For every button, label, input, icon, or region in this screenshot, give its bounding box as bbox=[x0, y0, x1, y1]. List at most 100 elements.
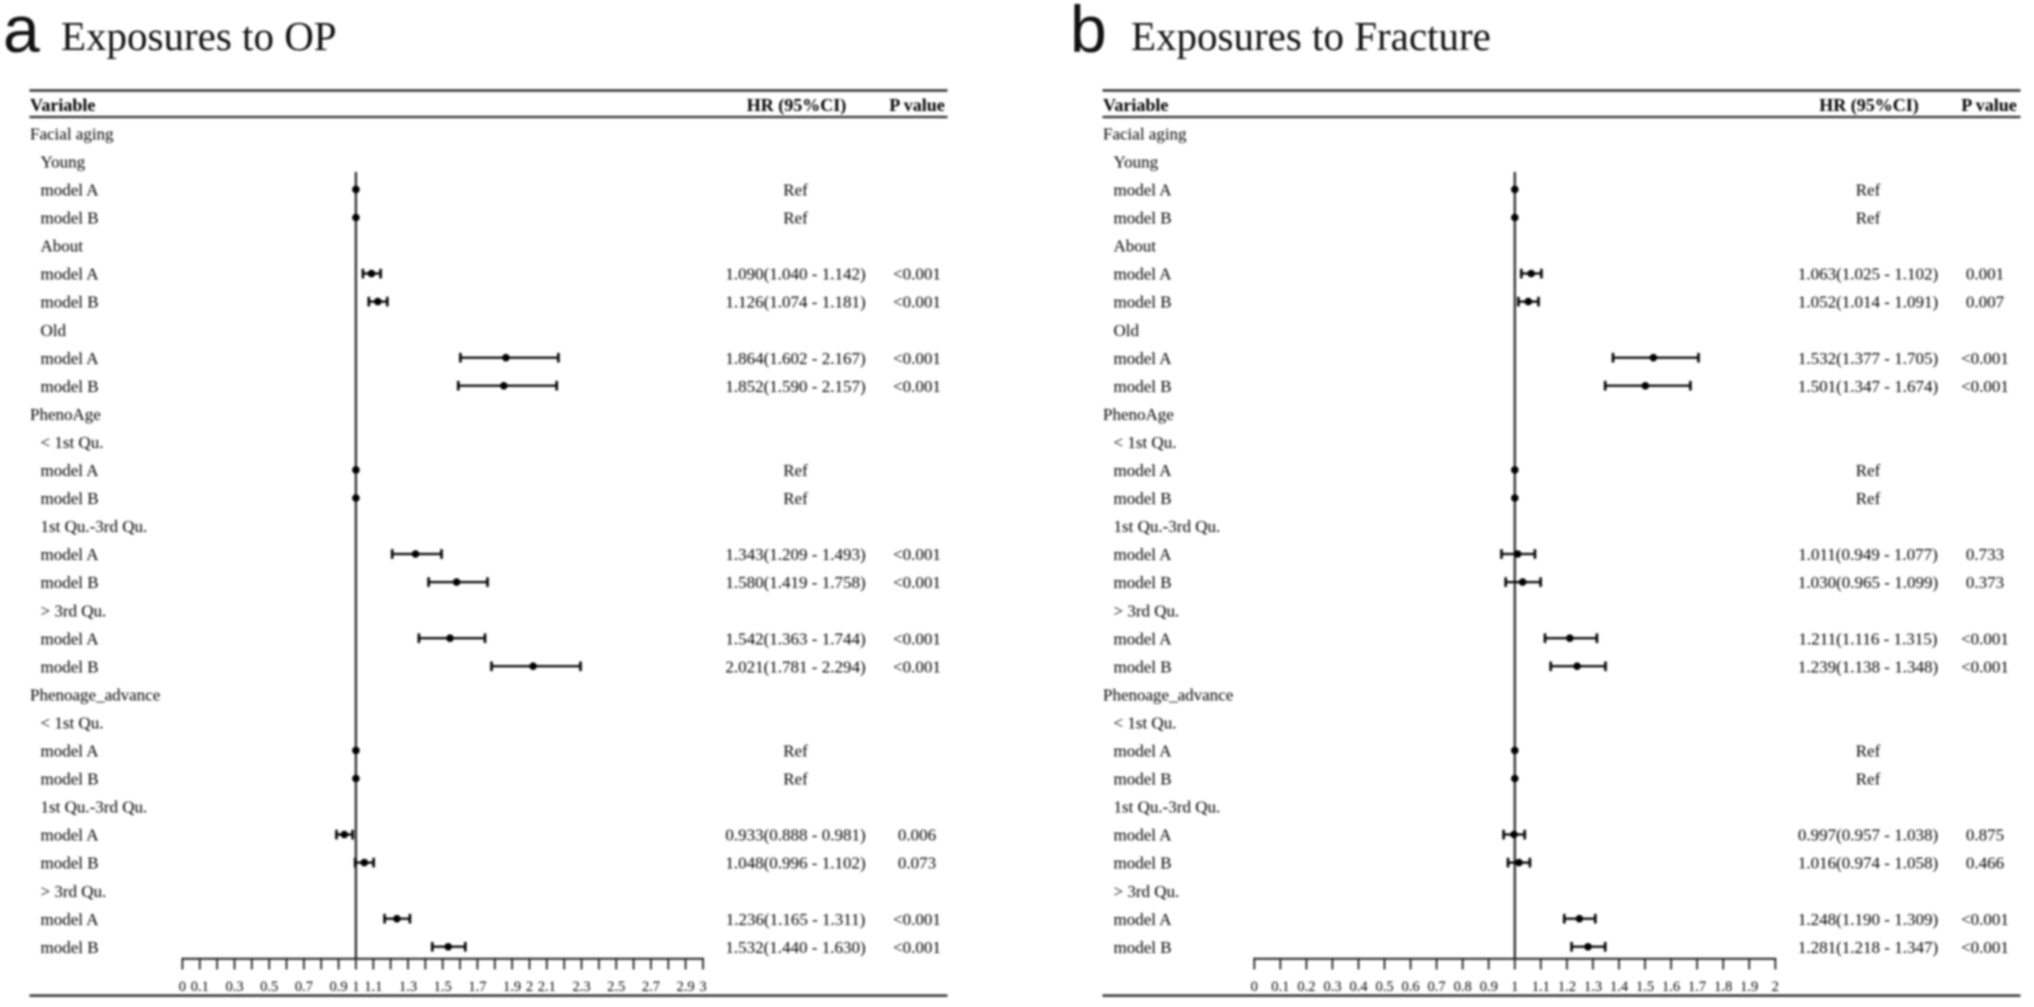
svg-text:< 1st Qu.: < 1st Qu. bbox=[1114, 433, 1177, 452]
svg-text:model A: model A bbox=[1114, 629, 1173, 648]
svg-text:> 3rd Qu.: > 3rd Qu. bbox=[41, 601, 107, 620]
svg-text:<0.001: <0.001 bbox=[893, 629, 941, 648]
svg-text:1.580(1.419 - 1.758): 1.580(1.419 - 1.758) bbox=[725, 573, 865, 592]
svg-text:Exposures to OP: Exposures to OP bbox=[61, 13, 337, 59]
svg-text:0.733: 0.733 bbox=[1966, 545, 2004, 564]
svg-text:1.030(0.965 - 1.099): 1.030(0.965 - 1.099) bbox=[1798, 573, 1938, 592]
svg-text:0.3: 0.3 bbox=[225, 979, 243, 995]
svg-text:> 3rd Qu.: > 3rd Qu. bbox=[1114, 882, 1180, 901]
svg-text:<0.001: <0.001 bbox=[893, 349, 941, 368]
svg-text:1.211(1.116 - 1.315): 1.211(1.116 - 1.315) bbox=[1799, 629, 1938, 648]
svg-text:<0.001: <0.001 bbox=[1961, 938, 2009, 957]
svg-text:Ref: Ref bbox=[783, 209, 808, 228]
svg-text:<0.001: <0.001 bbox=[893, 910, 941, 929]
svg-text:<0.001: <0.001 bbox=[1961, 377, 2009, 396]
svg-text:0.006: 0.006 bbox=[898, 826, 936, 845]
svg-text:2.5: 2.5 bbox=[607, 979, 625, 995]
svg-text:1st Qu.-3rd Qu.: 1st Qu.-3rd Qu. bbox=[1114, 517, 1221, 536]
svg-text:Exposures to Fracture: Exposures to Fracture bbox=[1131, 13, 1491, 59]
svg-text:1.239(1.138 - 1.348): 1.239(1.138 - 1.348) bbox=[1798, 657, 1938, 676]
svg-text:0.3: 0.3 bbox=[1323, 979, 1341, 995]
svg-text:About: About bbox=[41, 237, 84, 256]
svg-text:model B: model B bbox=[41, 657, 99, 676]
svg-text:1.1: 1.1 bbox=[364, 979, 382, 995]
svg-text:0.8: 0.8 bbox=[1454, 979, 1472, 995]
svg-text:Phenoage_advance: Phenoage_advance bbox=[1103, 685, 1233, 704]
svg-text:model B: model B bbox=[1114, 657, 1172, 676]
svg-text:model B: model B bbox=[41, 377, 99, 396]
svg-text:model B: model B bbox=[1114, 293, 1172, 312]
svg-text:2: 2 bbox=[526, 979, 533, 995]
svg-text:model A: model A bbox=[41, 826, 100, 845]
svg-text:1st Qu.-3rd Qu.: 1st Qu.-3rd Qu. bbox=[41, 517, 148, 536]
svg-text:1.5: 1.5 bbox=[434, 979, 452, 995]
svg-text:<0.001: <0.001 bbox=[893, 265, 941, 284]
svg-text:HR (95%CI): HR (95%CI) bbox=[1819, 95, 1919, 116]
svg-text:0.073: 0.073 bbox=[898, 854, 936, 873]
svg-text:Ref: Ref bbox=[1856, 489, 1881, 508]
svg-text:1.011(0.949 - 1.077): 1.011(0.949 - 1.077) bbox=[1798, 545, 1938, 564]
svg-text:1.7: 1.7 bbox=[468, 979, 486, 995]
svg-text:0: 0 bbox=[1251, 979, 1258, 995]
svg-text:a: a bbox=[3, 0, 40, 66]
svg-text:1.126(1.074 - 1.181): 1.126(1.074 - 1.181) bbox=[725, 293, 865, 312]
svg-text:Variable: Variable bbox=[30, 95, 95, 115]
svg-text:model B: model B bbox=[1114, 938, 1172, 957]
svg-text:Ref: Ref bbox=[1856, 461, 1881, 480]
svg-text:0.875: 0.875 bbox=[1966, 826, 2004, 845]
svg-text:1st Qu.-3rd Qu.: 1st Qu.-3rd Qu. bbox=[41, 798, 148, 817]
svg-text:<0.001: <0.001 bbox=[893, 377, 941, 396]
svg-text:Ref: Ref bbox=[783, 181, 808, 200]
svg-text:1.3: 1.3 bbox=[1584, 979, 1602, 995]
svg-text:Variable: Variable bbox=[1103, 95, 1168, 115]
svg-text:1.9: 1.9 bbox=[1740, 979, 1758, 995]
svg-text:model A: model A bbox=[1114, 910, 1173, 929]
svg-text:Young: Young bbox=[1114, 153, 1159, 172]
svg-text:<0.001: <0.001 bbox=[893, 545, 941, 564]
svg-text:model A: model A bbox=[1114, 742, 1173, 761]
svg-text:model B: model B bbox=[41, 770, 99, 789]
svg-text:model B: model B bbox=[1114, 377, 1172, 396]
svg-text:1.281(1.218 - 1.347): 1.281(1.218 - 1.347) bbox=[1798, 938, 1938, 957]
svg-text:model B: model B bbox=[41, 293, 99, 312]
svg-text:0.7: 0.7 bbox=[295, 979, 313, 995]
svg-text:Facial aging: Facial aging bbox=[1103, 124, 1187, 143]
svg-text:1.501(1.347 - 1.674): 1.501(1.347 - 1.674) bbox=[1798, 377, 1938, 396]
svg-text:1.542(1.363 - 1.744): 1.542(1.363 - 1.744) bbox=[725, 629, 865, 648]
svg-text:3: 3 bbox=[699, 979, 706, 995]
svg-text:0.007: 0.007 bbox=[1966, 293, 2005, 312]
svg-text:1: 1 bbox=[1511, 979, 1518, 995]
svg-text:HR (95%CI): HR (95%CI) bbox=[747, 95, 847, 116]
svg-text:1.532(1.440 - 1.630): 1.532(1.440 - 1.630) bbox=[725, 938, 865, 957]
svg-text:PhenoAge: PhenoAge bbox=[1103, 405, 1174, 424]
svg-text:1st Qu.-3rd Qu.: 1st Qu.-3rd Qu. bbox=[1114, 798, 1221, 817]
svg-text:< 1st Qu.: < 1st Qu. bbox=[41, 714, 104, 733]
svg-text:0.5: 0.5 bbox=[260, 979, 278, 995]
svg-text:PhenoAge: PhenoAge bbox=[30, 405, 101, 424]
svg-text:Ref: Ref bbox=[783, 770, 808, 789]
svg-text:1.4: 1.4 bbox=[1610, 979, 1629, 995]
svg-text:<0.001: <0.001 bbox=[1961, 629, 2009, 648]
svg-text:2: 2 bbox=[1772, 979, 1779, 995]
svg-text:model A: model A bbox=[1114, 461, 1173, 480]
svg-text:0.466: 0.466 bbox=[1966, 854, 2004, 873]
svg-text:1.532(1.377 - 1.705): 1.532(1.377 - 1.705) bbox=[1798, 349, 1938, 368]
svg-text:<0.001: <0.001 bbox=[1961, 910, 2009, 929]
svg-text:0.9: 0.9 bbox=[330, 979, 348, 995]
svg-text:1.1: 1.1 bbox=[1532, 979, 1550, 995]
svg-text:model A: model A bbox=[1114, 545, 1173, 564]
svg-text:<0.001: <0.001 bbox=[893, 293, 941, 312]
svg-text:1.236(1.165 - 1.311): 1.236(1.165 - 1.311) bbox=[726, 910, 866, 929]
svg-text:model A: model A bbox=[1114, 826, 1173, 845]
svg-text:0.933(0.888 - 0.981): 0.933(0.888 - 0.981) bbox=[725, 826, 865, 845]
svg-text:model A: model A bbox=[1114, 349, 1173, 368]
svg-text:0.4: 0.4 bbox=[1349, 979, 1368, 995]
svg-text:< 1st Qu.: < 1st Qu. bbox=[41, 433, 104, 452]
svg-text:<0.001: <0.001 bbox=[1961, 349, 2009, 368]
svg-text:0.373: 0.373 bbox=[1966, 573, 2004, 592]
svg-text:<0.001: <0.001 bbox=[1961, 657, 2009, 676]
svg-text:model B: model B bbox=[41, 938, 99, 957]
svg-text:Ref: Ref bbox=[1856, 770, 1881, 789]
svg-text:1.048(0.996 - 1.102): 1.048(0.996 - 1.102) bbox=[725, 854, 865, 873]
svg-text:Old: Old bbox=[1114, 321, 1140, 340]
